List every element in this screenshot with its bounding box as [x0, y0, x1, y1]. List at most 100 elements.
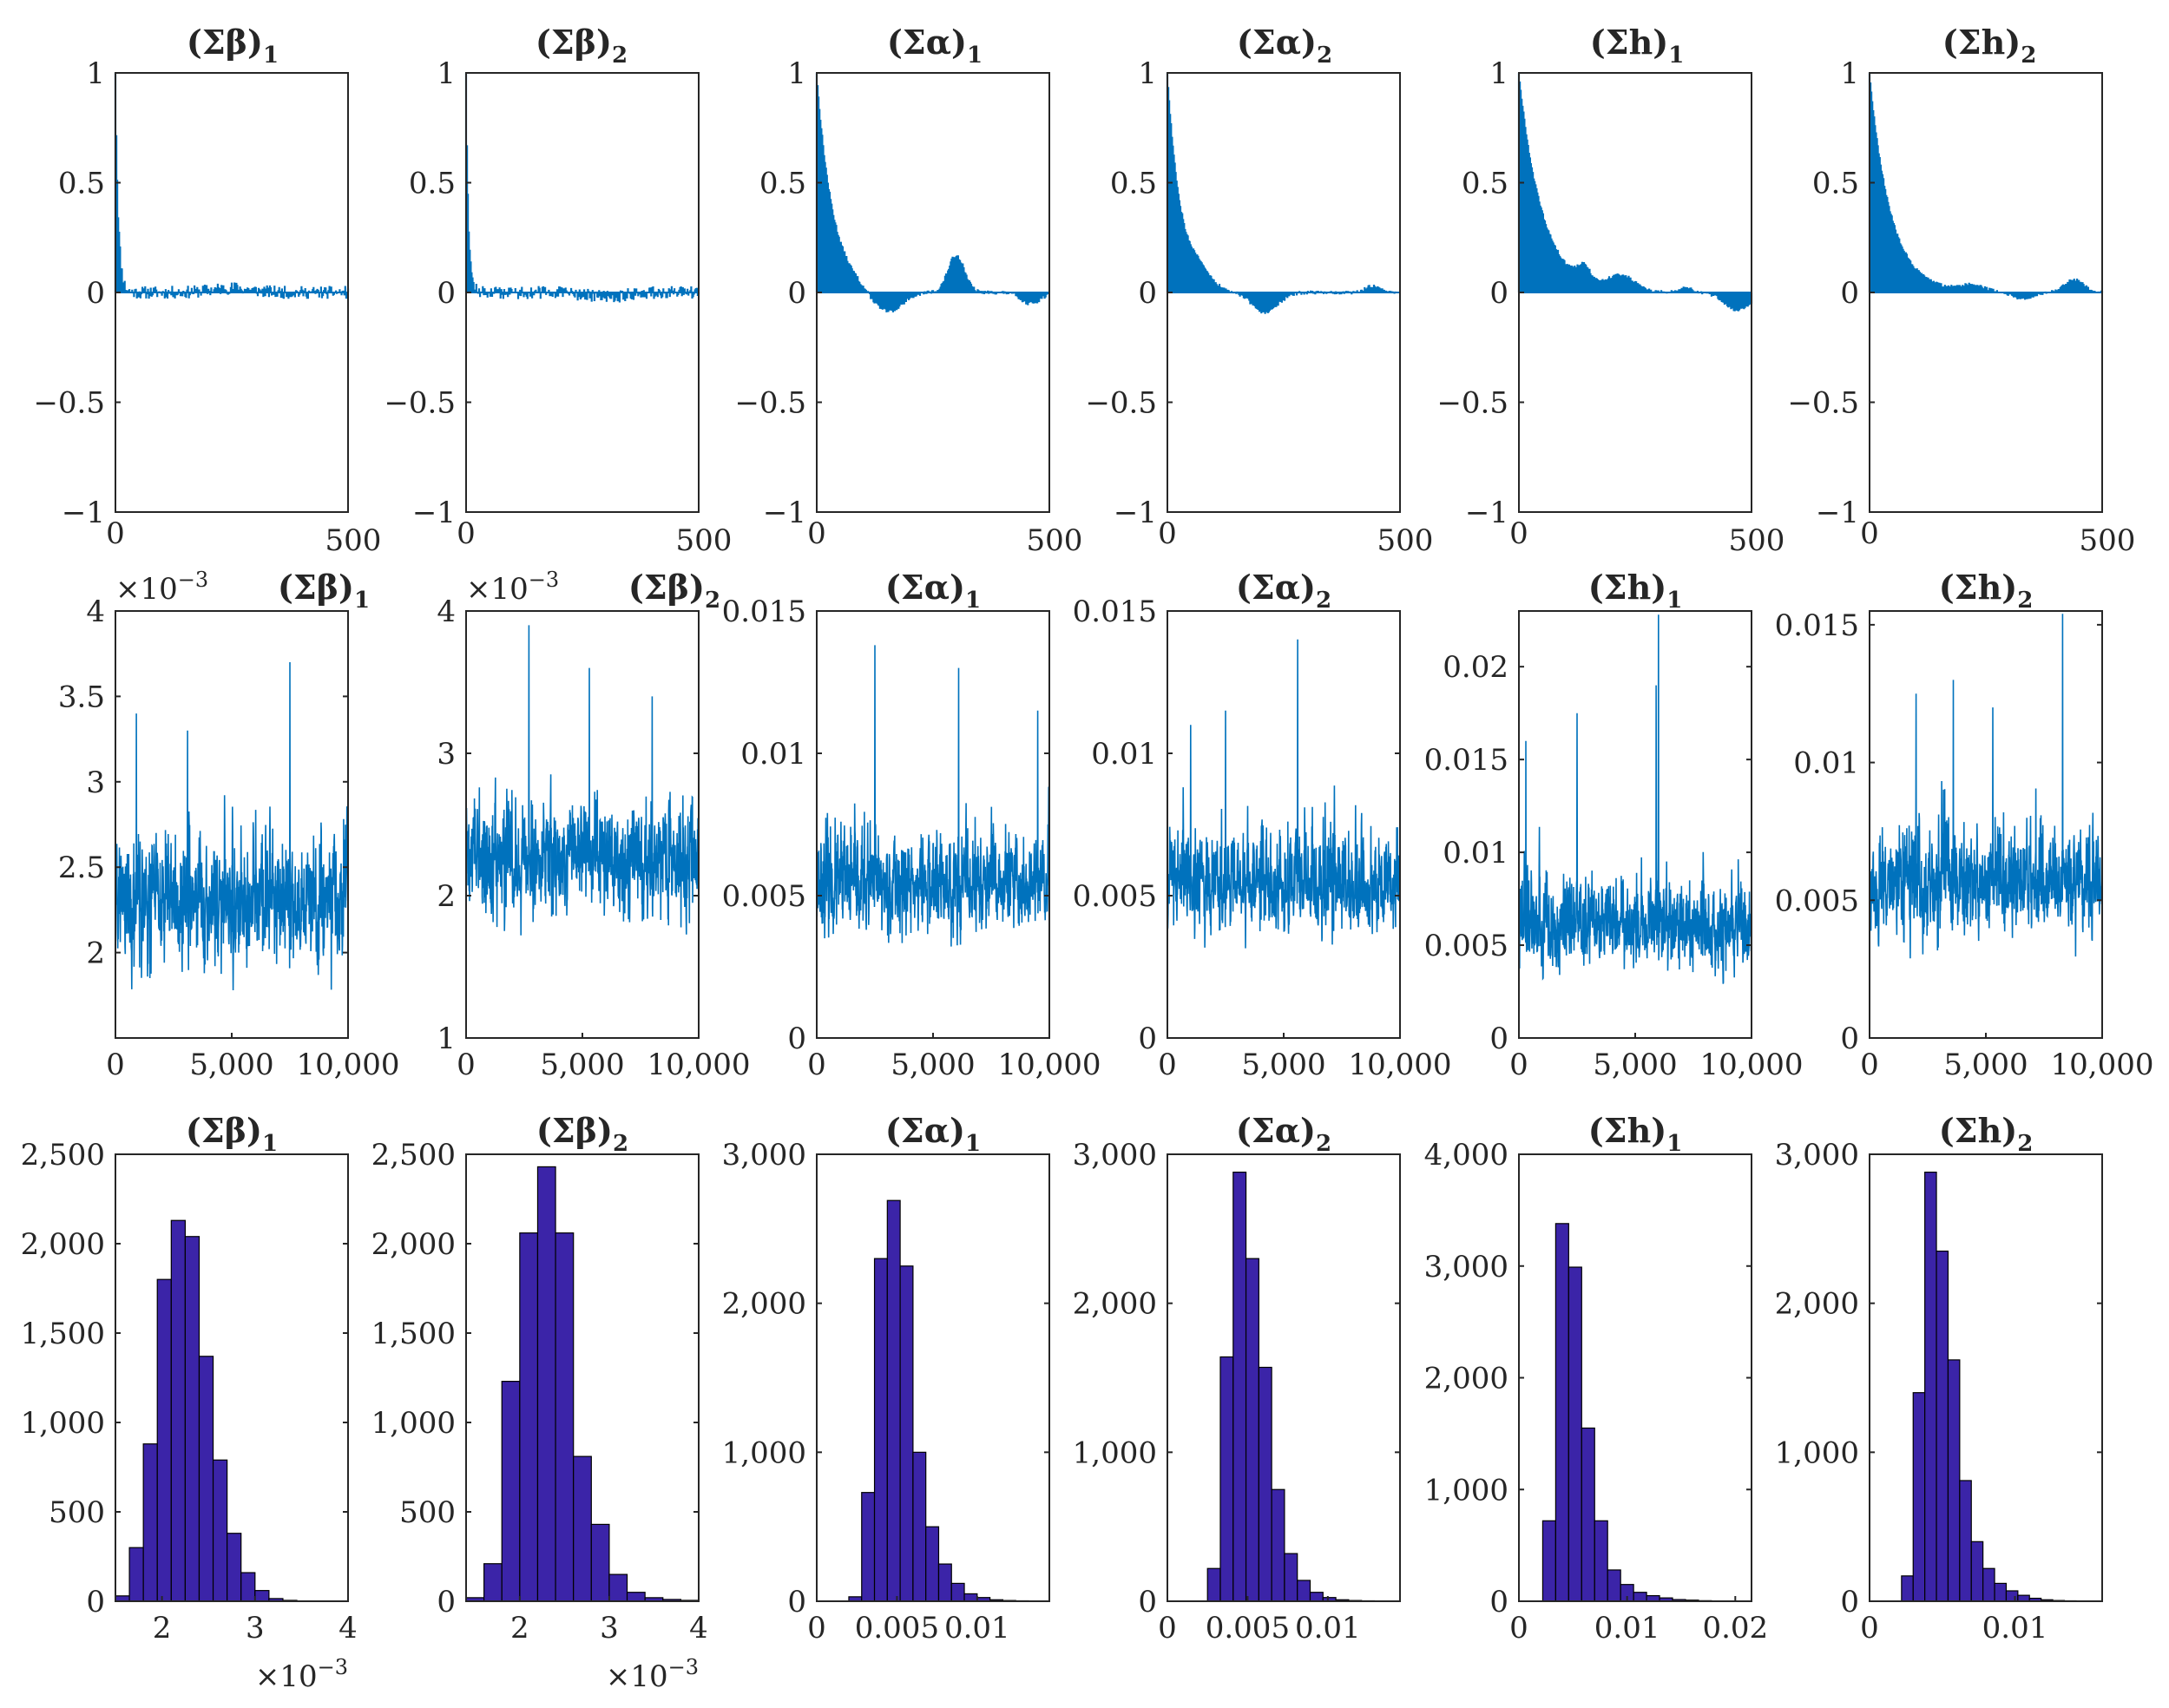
histogram-bar	[1271, 1488, 1285, 1602]
y-tick-label: 0.5	[58, 167, 105, 201]
panel-title-text: (Σβ)	[187, 23, 263, 62]
histogram-bar	[142, 1443, 158, 1602]
x-tick-label: 5,000	[891, 1048, 975, 1082]
trace-line	[1518, 614, 1752, 984]
trace-panel-5: 0 0.005 0.01 0.015 0.02 0 5,000 10,000 (Σh)1	[1424, 568, 1804, 1082]
panel-title-subscript: 1	[1666, 1131, 1682, 1157]
panel-title: (Σh)1	[1590, 23, 1685, 69]
panel-title-text: (Σh)	[1588, 1111, 1666, 1150]
y-tick-label: 4	[437, 595, 456, 629]
panel-title-text: (Σh)	[1590, 23, 1668, 62]
y-tick-label: −0.5	[384, 386, 456, 421]
axis-multiplier-exponent: −3	[529, 568, 559, 592]
y-tick-label: 0	[1840, 276, 1859, 311]
panel-title-subscript: 2	[2017, 1131, 2033, 1157]
panel-title-text: (Σβ)	[628, 568, 705, 607]
panel-title-text: (Σα)	[1237, 23, 1317, 62]
axis-box	[1518, 610, 1752, 1039]
y-tick-label: 1	[437, 1022, 456, 1056]
histogram-bar	[1258, 1366, 1272, 1602]
x-tick-label: 10,000	[1349, 1048, 1452, 1082]
panel-title-subscript: 1	[1666, 588, 1682, 614]
y-tick-label: 1	[1489, 56, 1508, 91]
y-tick-label: 500	[49, 1495, 105, 1530]
panel-title-subscript: 2	[2017, 588, 2033, 614]
histogram-bar	[483, 1563, 503, 1602]
histogram-bar	[1633, 1592, 1647, 1602]
histogram-bar	[1912, 1392, 1926, 1602]
histogram-bar	[240, 1572, 256, 1602]
y-tick-label: 0	[86, 276, 105, 311]
y-tick-label: 0.5	[409, 167, 456, 201]
panel-title-subscript: 2	[705, 588, 720, 614]
x-tick-label: 500	[325, 523, 382, 558]
panel-title-subscript: 2	[613, 1131, 628, 1157]
y-tick-label: −1	[1114, 496, 1157, 530]
panel-title-text: (Σh)	[1588, 568, 1666, 607]
histogram-panel-1: 0 500 1,000 1,500 2,000 2,500 2 3 4 (Σβ)1 ×10−3	[21, 1111, 358, 1694]
y-tick-label: 3	[437, 737, 456, 772]
x-tick-label: 10,000	[2051, 1048, 2154, 1082]
histogram-bar	[198, 1356, 214, 1602]
panel-title-subscript: 1	[967, 43, 983, 69]
y-tick-label: 0.01	[740, 737, 806, 772]
y-tick-label: 0	[1489, 1585, 1508, 1619]
histogram-bar	[1541, 1520, 1556, 1602]
y-tick-label: 2,000	[722, 1287, 806, 1322]
y-tick-label: 0.5	[1110, 167, 1157, 201]
panel-title-text: (Σh)	[1939, 568, 2017, 607]
axis-box	[816, 610, 1050, 1039]
y-tick-label: 2,000	[21, 1227, 105, 1262]
y-tick-label: 0.015	[722, 595, 806, 629]
histogram-bar	[2005, 1590, 2019, 1602]
axis-box	[1167, 1153, 1401, 1602]
trace-line	[465, 625, 700, 936]
trace-panel-3: 0 0.005 0.01 0.015 0 5,000 10,000 (Σα)1	[722, 568, 1101, 1082]
x-tick-label: 500	[1377, 523, 1434, 558]
histogram-panel-3: 0 1,000 2,000 3,000 0 0.005 0.01 (Σα)1	[722, 1111, 1050, 1646]
histogram-bar	[519, 1232, 539, 1602]
y-tick-label: 3,000	[1073, 1138, 1157, 1173]
x-tick-label: 0	[807, 516, 826, 551]
histogram-bar	[1607, 1569, 1621, 1602]
x-tick-label: 0.01	[944, 1611, 1010, 1646]
x-tick-label: 2	[510, 1611, 529, 1646]
histogram-bar	[608, 1573, 628, 1602]
autocorrelation-panel-2: −1 −0.5 0 0.5 1 0 500 (Σβ)2	[384, 23, 732, 558]
histogram-bar	[128, 1547, 144, 1602]
panel-title-subscript: 1	[1668, 43, 1684, 69]
histogram-panel-6: 0 1,000 2,000 3,000 0 0.01 (Σh)2	[1775, 1111, 2103, 1646]
y-tick-label: 0	[437, 1585, 456, 1619]
histogram-bar	[555, 1232, 575, 1602]
axis-box	[1869, 610, 2103, 1039]
autocorrelation-panel-3: −1−0.500.510 500(Σα)1	[734, 23, 1082, 558]
x-tick-label: 5,000	[540, 1048, 624, 1082]
y-tick-label: 2,000	[1073, 1287, 1157, 1322]
x-tick-label: 0.01	[1982, 1611, 2048, 1646]
y-tick-label: 2,500	[371, 1138, 456, 1173]
y-tick-label: 500	[399, 1495, 456, 1530]
x-tick-label: 10,000	[297, 1048, 400, 1082]
panel-title: (Σβ)1	[186, 1111, 278, 1157]
y-tick-label: −1	[62, 496, 105, 530]
x-tick-label: 0	[1158, 1048, 1177, 1082]
axis-multiplier-exponent: −3	[318, 1655, 348, 1679]
y-tick-label: 2	[437, 879, 456, 914]
x-tick-label: 0	[1158, 516, 1177, 551]
histogram-bar	[626, 1592, 646, 1602]
panel-title: (Σβ)2	[628, 568, 720, 614]
x-tick-label: 0	[457, 516, 476, 551]
histogram-bar	[1297, 1580, 1311, 1602]
y-tick-label: 1,500	[21, 1317, 105, 1351]
histogram-bar	[170, 1219, 187, 1602]
y-tick-label: 1,000	[722, 1435, 806, 1470]
x-tick-label: 0	[1509, 1048, 1528, 1082]
x-tick-label: 500	[1729, 523, 1785, 558]
y-tick-label: −0.5	[33, 386, 105, 421]
panel-title-text: (Σβ)	[186, 1111, 262, 1150]
panel-title-subscript: 1	[965, 1131, 981, 1157]
panel-title: (Σβ)2	[536, 23, 628, 69]
axis-box	[1869, 1153, 2103, 1602]
y-tick-label: 3	[86, 765, 105, 800]
